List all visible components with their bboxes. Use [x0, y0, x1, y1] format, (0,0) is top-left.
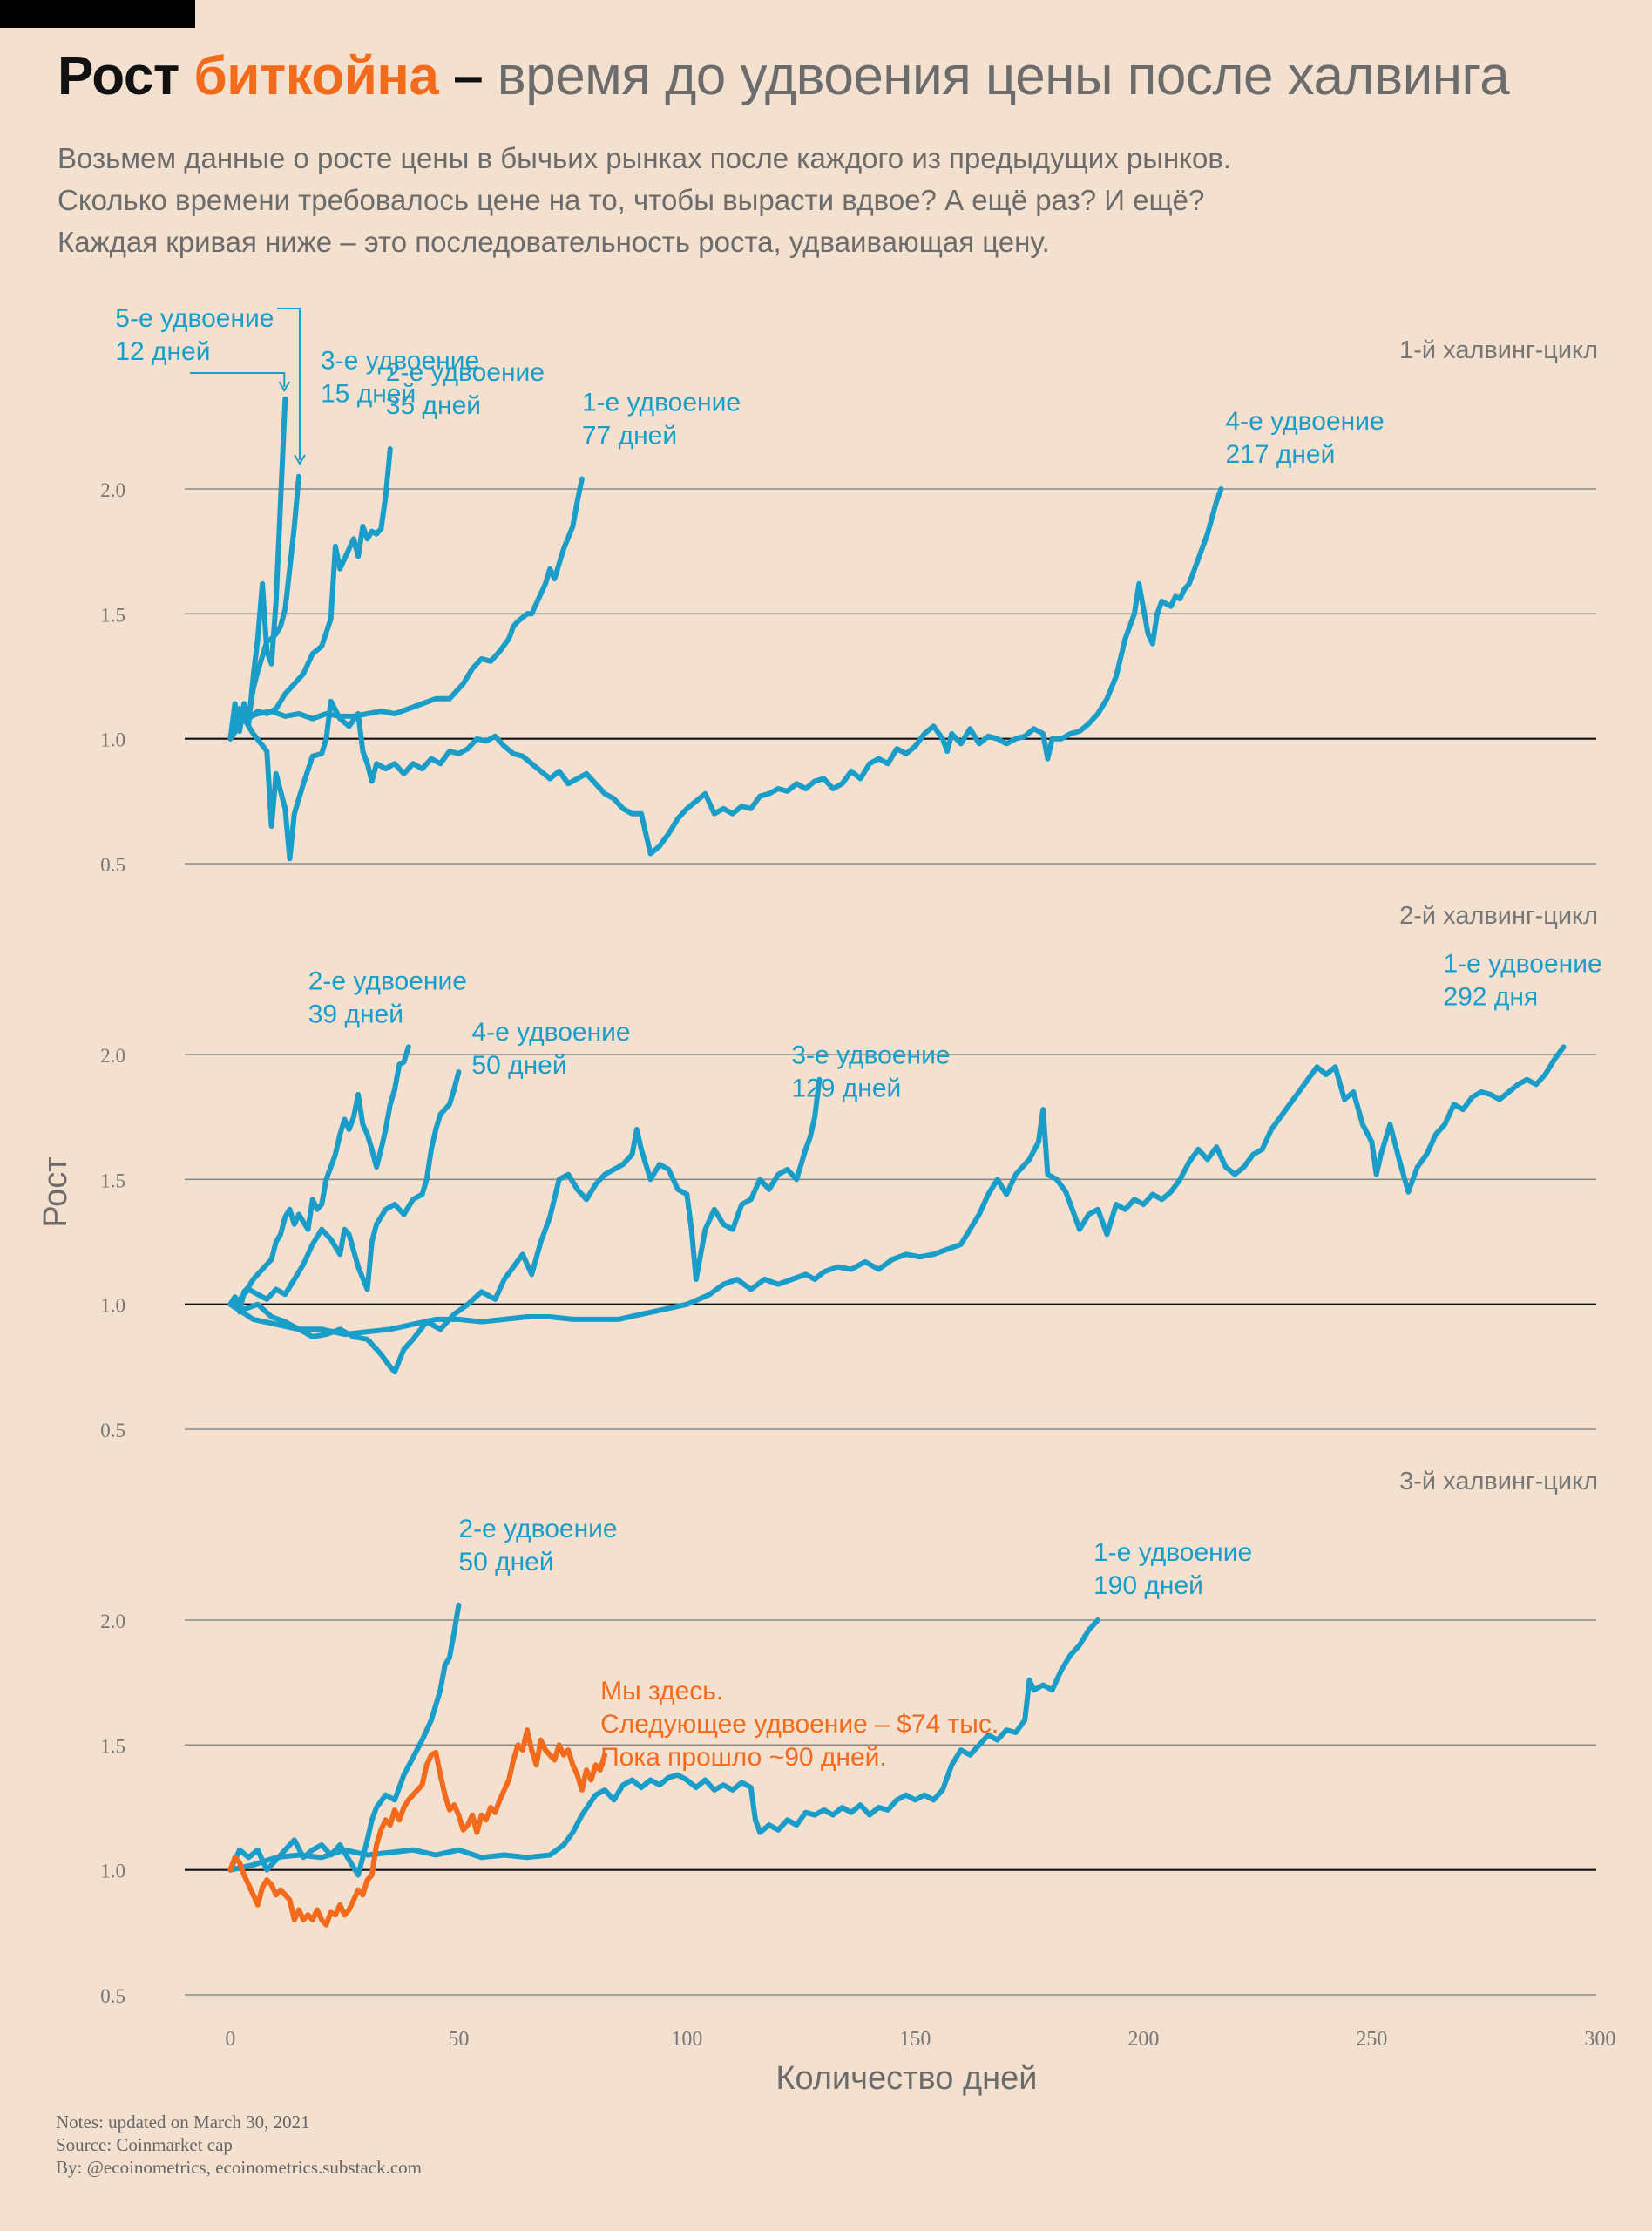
footer-notes: Notes: updated on March 30, 2021 Source:… [56, 2111, 422, 2179]
subtitle: Возьмем данные о росте цены в бычьих рын… [58, 138, 1231, 263]
y-tick-label: 1.5 [100, 604, 125, 626]
arrow-head [278, 381, 291, 392]
series-annotation: 50 дней [471, 1051, 566, 1080]
series-annotation: 3-е удвоение [321, 347, 479, 376]
panel-label: 2-й халвинг-цикл [1399, 902, 1598, 930]
title-part-dash: – [438, 46, 498, 106]
series-annotation: 2-е удвоение [308, 966, 467, 995]
panel-label: 3-й халвинг-цикл [1399, 1468, 1598, 1495]
title-part-bitcoin: биткойна [193, 46, 439, 106]
y-tick-label: 2.0 [100, 1611, 125, 1632]
page-title: Рост биткойна – время до удвоения цены п… [58, 45, 1510, 107]
arrow-head [294, 454, 306, 465]
subtitle-line: Каждая кривая ниже – это последовательно… [58, 226, 1050, 258]
series-annotation: 2-е удвоение [386, 358, 545, 387]
series-annotation: 129 дней [791, 1075, 901, 1103]
series-annotation: 1-е удвоение [1443, 949, 1601, 978]
series-annotation: 292 дня [1443, 982, 1538, 1011]
x-tick-label: 0 [225, 2028, 235, 2051]
title-part-description: время до удвоения цены после халвинга [497, 46, 1510, 106]
series-annotation: 3-е удвоение [791, 1041, 950, 1070]
series-line [227, 396, 288, 742]
series-line [227, 1617, 1100, 1873]
annotation-leader [277, 308, 301, 460]
title-part-growth: Рост [58, 46, 194, 106]
series-line [227, 1069, 462, 1307]
y-axis-label: Рост [37, 1156, 74, 1227]
series-annotation: 12 дней [115, 337, 210, 366]
series-annotation: 35 дней [386, 391, 481, 420]
y-tick-label: 1.0 [100, 1861, 125, 1882]
series-annotation: 15 дней [321, 380, 416, 409]
series-annotation: 2-е удвоение [458, 1515, 617, 1543]
series-line [227, 1044, 1567, 1338]
y-tick-label: 1.0 [100, 1295, 125, 1317]
subtitle-line: Сколько времени требовалось цене на то, … [58, 184, 1205, 216]
x-tick-label: 200 [1127, 2028, 1159, 2051]
x-tick-label: 150 [899, 2028, 931, 2051]
notes-line: Notes: updated on March 30, 2021 [56, 2112, 310, 2133]
series-line [227, 1727, 608, 1928]
series-annotation: 4-е удвоение [471, 1018, 630, 1047]
y-tick-label: 2.0 [100, 1045, 125, 1067]
series-line [227, 486, 1224, 862]
y-tick-label: 1.5 [100, 1170, 125, 1191]
x-tick-label: 250 [1356, 2028, 1387, 2051]
series-annotation: Следующее удвоение – $74 тыс. [600, 1710, 999, 1739]
y-tick-label: 0.5 [100, 1985, 125, 2007]
x-tick-label: 300 [1584, 2028, 1615, 2051]
series-annotation: 50 дней [458, 1548, 553, 1577]
series-line [227, 1076, 823, 1375]
series-annotation: 1-е удвоение [582, 389, 741, 417]
x-tick-label: 100 [671, 2028, 702, 2051]
panel-1: 0.5 1.0 1.5 2.0 1-й халвинг-цикл 5-е удвоение… [100, 304, 1598, 876]
series-annotation: 39 дней [308, 1000, 403, 1028]
x-axis-label: Количество дней [775, 2060, 1037, 2097]
series-line [227, 1602, 462, 1878]
series-annotation: 190 дней [1093, 1571, 1203, 1600]
series-annotation: 77 дней [582, 422, 677, 451]
x-tick-label: 50 [448, 2028, 469, 2051]
y-tick-label: 0.5 [100, 854, 125, 876]
series-annotation: 4-е удвоение [1225, 407, 1384, 436]
source-line: Source: Coinmarket cap [56, 2134, 233, 2155]
y-tick-label: 1.0 [100, 729, 125, 751]
panel-3: 0.5 1.0 1.5 2.0 3-й халвинг-цикл 2-е удвоение… [100, 1468, 1598, 2007]
series-annotation: 1-е удвоение [1093, 1538, 1252, 1567]
y-tick-label: 2.0 [100, 479, 125, 501]
series-annotation: 5-е удвоение [115, 304, 274, 333]
y-tick-label: 0.5 [100, 1420, 125, 1441]
series-annotation: 217 дней [1225, 440, 1335, 469]
y-tick-label: 1.5 [100, 1735, 125, 1757]
corner-block [0, 0, 195, 28]
panel-2: 0.5 1.0 1.5 2.0 2-й халвинг-цикл 2-е удвоение… [100, 902, 1601, 1441]
series-annotation: Мы здесь. [600, 1677, 723, 1705]
annotation-leader [190, 372, 286, 387]
series-line [227, 1044, 411, 1315]
series-annotation: Пока прошло ~90 дней. [600, 1743, 887, 1772]
subtitle-line: Возьмем данные о росте цены в бычьих рын… [58, 142, 1232, 174]
byline: By: @ecoinometrics, ecoinometrics.substa… [56, 2157, 422, 2178]
panel-label: 1-й халвинг-цикл [1399, 336, 1598, 364]
series-line [227, 476, 585, 742]
